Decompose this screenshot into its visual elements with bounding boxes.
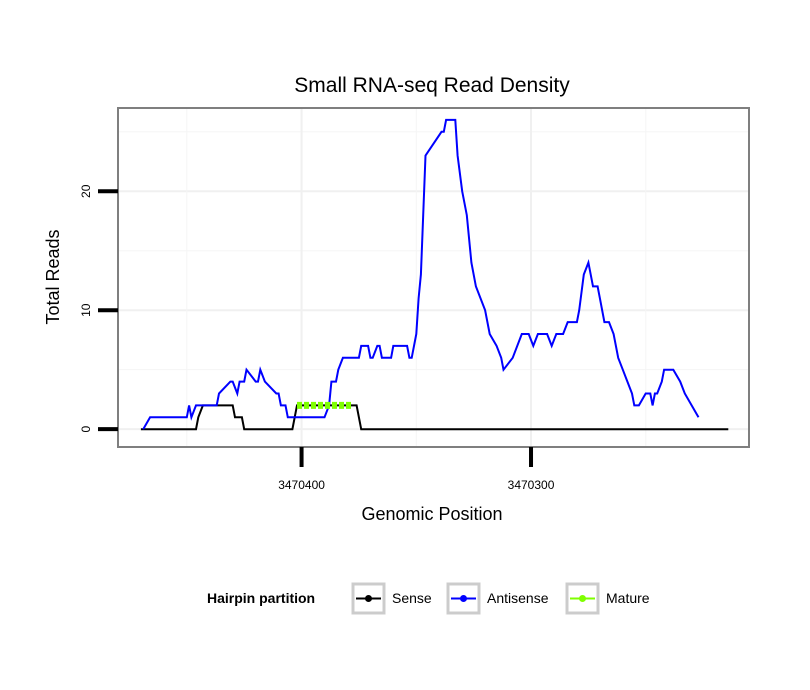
x-tick-label: 3470300: [508, 478, 555, 492]
x-axis-title: Genomic Position: [361, 504, 502, 524]
legend-title: Hairpin partition: [207, 590, 315, 606]
chart-title: Small RNA-seq Read Density: [294, 74, 570, 97]
y-tick-label: 10: [79, 303, 93, 317]
legend-label-antisense: Antisense: [487, 590, 549, 606]
y-axis: 0 10 20: [79, 184, 118, 433]
legend-point-mature: [579, 595, 586, 602]
grid-lines: [118, 108, 749, 447]
legend-key-mature: [565, 582, 600, 615]
plot-border: [117, 107, 750, 448]
legend-point-sense: [365, 595, 372, 602]
series-lines: [140, 118, 729, 431]
x-axis: 3470400 3470300: [278, 447, 555, 492]
x-tick-label: 3470400: [278, 478, 325, 492]
legend: Hairpin partition Sense Antisense Mature: [207, 582, 650, 615]
y-tick-label: 0: [79, 426, 93, 433]
y-tick-label: 20: [79, 184, 93, 198]
legend-point-antisense: [460, 595, 467, 602]
legend-label-mature: Mature: [606, 590, 650, 606]
legend-label-sense: Sense: [392, 590, 432, 606]
y-axis-title: Total Reads: [43, 229, 63, 324]
series-antisense-line: [142, 118, 700, 430]
legend-entries: Sense Antisense Mature: [351, 582, 650, 615]
